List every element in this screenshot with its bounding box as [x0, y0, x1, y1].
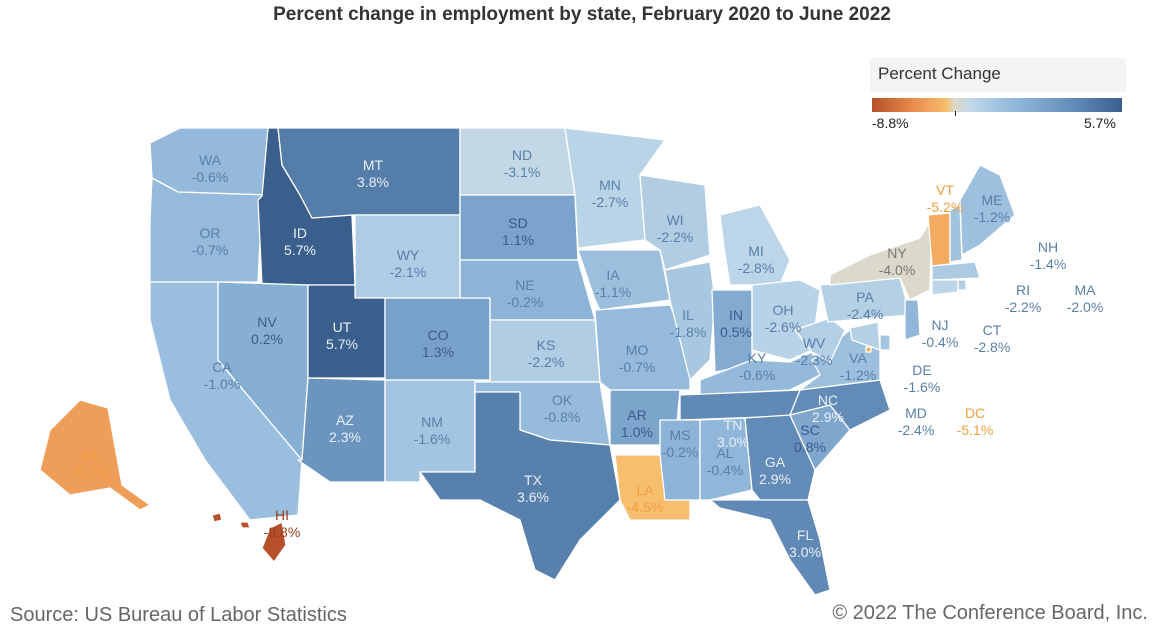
- state-shape-mo: [594, 304, 691, 391]
- state-label-ny: NY -4.0%: [879, 245, 916, 278]
- state-label-pa: PA -2.4%: [847, 289, 884, 322]
- state-shape-fl: [709, 499, 831, 596]
- state-label-vt: VT -5.2%: [927, 182, 964, 215]
- state-shape-hi: [211, 512, 287, 563]
- state-label-ri: RI -2.2%: [1005, 282, 1042, 315]
- state-label-dc: DC -5.1%: [957, 405, 994, 438]
- state-shape-wv: [794, 317, 846, 363]
- state-label-id: ID 5.7%: [284, 225, 316, 258]
- state-label-ct: CT -2.8%: [974, 322, 1011, 355]
- state-label-al: AL -0.4%: [707, 445, 744, 478]
- state-shape-ny: [829, 217, 933, 301]
- state-label-ky: KY -0.6%: [739, 350, 776, 383]
- state-label-wv: WV -2.3%: [796, 335, 833, 368]
- state-label-sd: SD 1.1%: [502, 215, 534, 248]
- state-shape-il: [664, 261, 716, 381]
- state-shape-mt: [277, 127, 461, 219]
- state-label-mo: MO -0.7%: [619, 342, 656, 375]
- state-label-wi: WI -2.2%: [657, 212, 694, 245]
- state-label-sc: SC 0.8%: [794, 422, 826, 455]
- source-note: Source: US Bureau of Labor Statistics: [10, 604, 347, 626]
- state-label-ms: MS -0.2%: [662, 427, 699, 460]
- legend-max-label: 5.7%: [1084, 115, 1116, 131]
- legend-zero-tick: [955, 111, 956, 116]
- state-shape-dc: [865, 346, 872, 353]
- chart-title: Percent change in employment by state, F…: [273, 4, 891, 25]
- state-label-tn: TN 3.0%: [717, 417, 749, 450]
- state-label-ne: NE -0.2%: [507, 277, 544, 310]
- state-label-ia: IA -1.1%: [595, 267, 632, 300]
- state-shape-nj: [904, 299, 921, 341]
- state-label-mn: MN -2.7%: [592, 177, 629, 210]
- state-label-tx: TX 3.6%: [517, 472, 549, 505]
- state-label-ma: MA -2.0%: [1067, 282, 1104, 315]
- copyright-note: © 2022 The Conference Board, Inc.: [832, 602, 1148, 624]
- state-label-nh: NH -1.4%: [1030, 239, 1067, 272]
- legend-min-label: -8.8%: [872, 115, 909, 131]
- state-label-wa: WA -0.6%: [192, 152, 229, 185]
- state-shape-ak: [39, 399, 151, 511]
- state-label-in: IN 0.5%: [720, 307, 752, 340]
- state-shape-md: [849, 321, 881, 351]
- state-shape-al: [699, 417, 753, 501]
- state-label-nd: ND -3.1%: [504, 147, 541, 180]
- state-label-la: LA -4.5%: [627, 482, 664, 515]
- state-label-or: OR -0.7%: [192, 225, 229, 258]
- state-label-ks: KS -2.2%: [528, 337, 565, 370]
- state-label-ok: OK -0.8%: [544, 392, 581, 425]
- state-shape-ms: [659, 419, 701, 501]
- state-label-nc: NC 2.9%: [812, 392, 844, 425]
- state-label-nm: NM -1.6%: [414, 414, 451, 447]
- state-label-ca: CA -1.0%: [204, 359, 241, 392]
- state-label-ar: AR 1.0%: [621, 407, 653, 440]
- state-shape-ia: [577, 249, 671, 311]
- state-label-az: AZ 2.3%: [329, 412, 361, 445]
- state-label-de: DE -1.6%: [904, 362, 941, 395]
- state-label-oh: OH -2.6%: [765, 302, 802, 335]
- state-label-mi: MI -2.8%: [738, 243, 775, 276]
- state-label-mt: MT 3.8%: [357, 157, 389, 190]
- state-label-fl: FL 3.0%: [789, 527, 821, 560]
- state-label-hi: HI -8.8%: [264, 507, 301, 540]
- state-label-il: IL -1.8%: [670, 307, 707, 340]
- legend-title: Percent Change: [878, 64, 1001, 83]
- state-label-nj: NJ -0.4%: [922, 317, 959, 350]
- state-label-ut: UT 5.7%: [326, 319, 358, 352]
- state-label-ga: GA 2.9%: [759, 454, 791, 487]
- state-label-nv: NV 0.2%: [251, 314, 283, 347]
- state-shape-nh: [949, 204, 963, 263]
- state-label-md: MD -2.4%: [898, 405, 935, 438]
- legend-panel: [870, 58, 1126, 92]
- state-shape-de: [879, 334, 891, 351]
- state-shape-ct: [931, 279, 959, 296]
- state-label-wy: WY -2.1%: [390, 247, 427, 280]
- state-label-ak: AK -5.7%: [72, 447, 109, 480]
- legend-color-scale: [872, 98, 1122, 112]
- state-shape-ma: [931, 261, 981, 281]
- state-label-co: CO 1.3%: [422, 327, 454, 360]
- state-label-me: ME -1.2%: [974, 192, 1011, 225]
- state-label-va: VA -1.2%: [840, 350, 877, 383]
- state-shape-ri: [957, 279, 967, 291]
- state-shape-vt: [927, 212, 951, 267]
